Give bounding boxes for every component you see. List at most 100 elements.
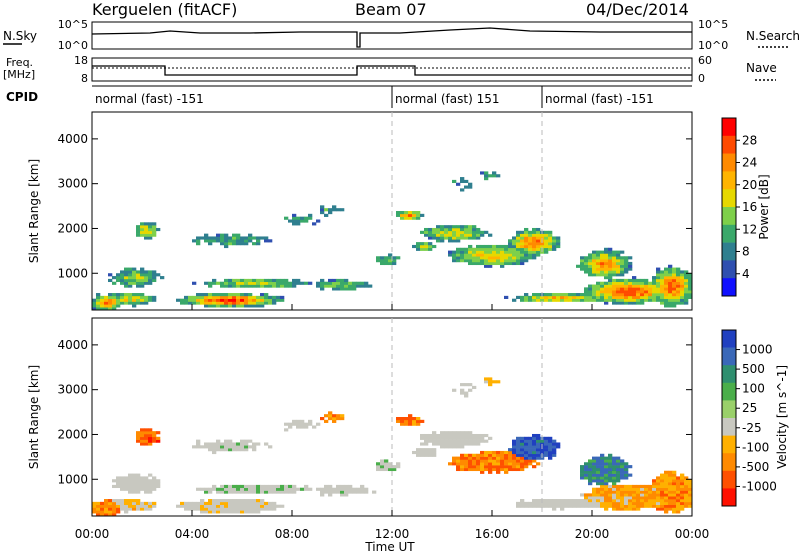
heatmap-cell <box>508 456 513 460</box>
heatmap-cell <box>516 436 521 440</box>
heatmap-cell <box>624 476 629 480</box>
heatmap-cell <box>220 484 225 489</box>
heatmap-cell <box>236 278 241 283</box>
heatmap-cell <box>128 295 133 299</box>
heatmap-cell <box>132 501 137 505</box>
heatmap-cell <box>400 419 405 423</box>
heatmap-cell <box>644 293 649 297</box>
heatmap-cell <box>136 293 141 297</box>
heatmap-cell <box>232 448 237 452</box>
heatmap-cell <box>516 504 521 508</box>
heatmap-cell <box>636 499 641 503</box>
heatmap-cell <box>616 499 621 503</box>
heatmap-cell <box>136 479 141 483</box>
heatmap-cell <box>152 230 157 234</box>
heatmap-cell <box>628 281 633 285</box>
heatmap-cell <box>436 436 441 440</box>
heatmap-cell <box>112 510 117 514</box>
heatmap-cell <box>488 383 493 387</box>
heatmap-cell <box>624 493 629 497</box>
heatmap-cell <box>664 473 669 477</box>
heatmap-cell <box>112 307 117 311</box>
heatmap-cell <box>260 484 265 489</box>
heatmap-cell <box>232 442 237 446</box>
heatmap-cell <box>120 501 125 505</box>
heatmap-cell <box>652 484 657 489</box>
heatmap-cell <box>256 490 261 494</box>
heatmap-cell <box>408 419 413 423</box>
heatmap-cell <box>620 267 625 271</box>
heatmap-cell <box>100 501 105 505</box>
heatmap-cell <box>456 462 461 466</box>
heatmap-cell <box>532 499 537 503</box>
heatmap-cell <box>480 256 485 260</box>
heatmap-cell <box>524 439 529 443</box>
heatmap-cell <box>488 264 493 268</box>
heatmap-cell <box>340 487 345 491</box>
heatmap-cell <box>228 295 233 299</box>
heatmap-cell <box>280 284 285 288</box>
heatmap-cell <box>628 504 633 508</box>
heatmap-cell <box>672 284 677 288</box>
heatmap-cell <box>452 239 457 243</box>
heatmap-cell <box>672 470 677 474</box>
heatmap-cell <box>572 501 577 505</box>
velocity-heatmap <box>92 377 693 517</box>
heatmap-cell <box>532 236 537 240</box>
heatmap-cell <box>96 298 101 302</box>
heatmap-cell <box>544 247 549 251</box>
heatmap-cell <box>544 230 549 234</box>
heatmap-cell <box>488 256 493 260</box>
heatmap-cell <box>588 290 593 294</box>
heatmap-cell <box>604 256 609 260</box>
heatmap-cell <box>116 479 121 483</box>
heatmap-cell <box>224 442 229 446</box>
heatmap-cell <box>572 499 577 503</box>
heatmap-cell <box>152 501 157 505</box>
heatmap-cell <box>116 476 121 480</box>
heatmap-cell <box>680 473 685 477</box>
heatmap-cell <box>604 496 609 500</box>
heatmap-cell <box>528 250 533 254</box>
heatmap-cell <box>272 501 277 505</box>
heatmap-cell <box>672 493 677 497</box>
heatmap-cell <box>432 433 437 438</box>
heatmap-cell <box>544 453 549 457</box>
heatmap-cell <box>480 233 485 237</box>
heatmap-cell <box>232 278 237 283</box>
heatmap-cell <box>656 482 661 486</box>
heatmap-cell <box>508 244 513 249</box>
heatmap-cell <box>332 284 337 288</box>
heatmap-cell <box>228 442 233 446</box>
heatmap-cell <box>520 504 525 508</box>
heatmap-cell <box>508 465 513 469</box>
nsearch-tick-bottom: 10^0 <box>698 39 728 52</box>
heatmap-cell <box>96 513 101 517</box>
heatmap-cell <box>584 287 589 291</box>
heatmap-cell <box>684 493 689 497</box>
heatmap-cell <box>448 462 453 466</box>
heatmap-cell <box>616 273 621 277</box>
heatmap-cell <box>592 465 597 469</box>
heatmap-cell <box>120 476 125 480</box>
heatmap-cell <box>324 208 329 212</box>
heatmap-cell <box>256 504 261 508</box>
heatmap-cell <box>500 456 505 460</box>
heatmap-cell <box>620 484 625 489</box>
heatmap-cell <box>592 250 597 254</box>
heatmap-cell <box>216 448 221 452</box>
heatmap-cell <box>664 504 669 508</box>
heatmap-cell <box>528 256 533 260</box>
heatmap-cell <box>140 267 145 271</box>
heatmap-cell <box>420 448 425 452</box>
heatmap-cell <box>184 504 189 508</box>
heatmap-cell <box>452 227 457 232</box>
heatmap-cell <box>544 242 549 246</box>
heatmap-cell <box>208 510 213 514</box>
heatmap-cell <box>448 250 453 254</box>
colorbar-tick-label: 24 <box>742 156 757 170</box>
heatmap-cell <box>184 501 189 505</box>
heatmap-cell <box>136 490 141 494</box>
heatmap-cell <box>608 298 613 302</box>
heatmap-cell <box>596 284 601 288</box>
